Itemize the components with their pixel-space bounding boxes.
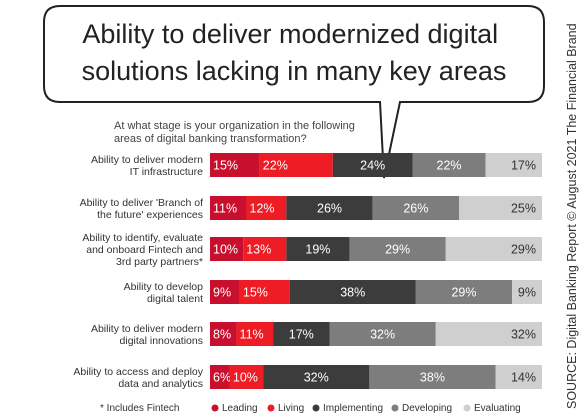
bar-segment-evaluating: [435, 322, 542, 346]
data-label: 17%: [289, 328, 314, 342]
data-label: 15%: [213, 159, 238, 173]
bar-segment-evaluating: [495, 365, 542, 389]
bar-segment-developing: [349, 237, 446, 261]
data-label: 12%: [250, 202, 275, 216]
bar-segment-living: [259, 153, 333, 177]
data-label: 29%: [511, 243, 536, 257]
legend-marker-living: [267, 404, 275, 412]
bar-segment-living: [243, 237, 287, 261]
chart-subtitle: At what stage is your organization in th…: [114, 120, 358, 145]
legend-label-implementing: Implementing: [323, 403, 383, 414]
data-label: 13%: [246, 243, 271, 257]
legend-label-living: Living: [278, 403, 304, 414]
data-label: 17%: [511, 159, 536, 173]
bar-segment-living: [239, 280, 290, 304]
data-label: 19%: [305, 243, 330, 257]
bar-segment-leading: [210, 365, 230, 389]
category-label: Ability to access and deploy data and ana…: [73, 366, 203, 390]
data-label: 26%: [317, 202, 342, 216]
category-label: Ability to develop digital talent: [124, 281, 204, 305]
data-label: 11%: [240, 328, 264, 342]
bar-segment-implementing: [289, 280, 416, 304]
data-label: 38%: [340, 286, 365, 300]
legend-marker-developing: [391, 404, 399, 412]
bar-segment-developing: [415, 280, 513, 304]
data-label: 6%: [213, 371, 231, 385]
category-label: Ability to deliver 'Branch of the future'…: [80, 197, 203, 221]
bar-segment-developing: [329, 322, 436, 346]
bar-segment-leading: [210, 322, 237, 346]
bar-segment-evaluating: [445, 237, 542, 261]
bar-segment-leading: [210, 196, 247, 220]
bar-segment-developing: [369, 365, 496, 389]
legend-marker-evaluating: [463, 404, 471, 412]
data-label: 38%: [420, 371, 445, 385]
legend-label-leading: Leading: [222, 403, 258, 414]
data-label: 22%: [263, 159, 288, 173]
data-label: 32%: [511, 328, 536, 342]
footnote: * Includes Fintech: [100, 403, 180, 414]
bar-segment-evaluating: [512, 280, 542, 304]
bar-segment-leading: [210, 237, 244, 261]
legend-marker-implementing: [312, 404, 320, 412]
data-label: 14%: [511, 371, 536, 385]
data-label: 32%: [304, 371, 329, 385]
bar-segment-developing: [412, 153, 486, 177]
data-label: 11%: [213, 202, 237, 216]
data-label: 9%: [518, 286, 536, 300]
data-label: 24%: [360, 159, 385, 173]
data-label: 26%: [403, 202, 428, 216]
data-label: 25%: [511, 202, 536, 216]
bar-segment-implementing: [273, 322, 330, 346]
legend-label-evaluating: Evaluating: [474, 403, 521, 414]
data-label: 9%: [213, 286, 231, 300]
category-label: Ability to deliver modern digital innovat…: [91, 323, 203, 347]
bar-segment-developing: [372, 196, 459, 220]
data-label: 29%: [451, 286, 476, 300]
category-label: Ability to identify, evaluate and onboard…: [82, 232, 203, 268]
data-label: 10%: [213, 243, 238, 257]
bar-segment-implementing: [286, 196, 373, 220]
data-label: 29%: [385, 243, 410, 257]
bar-segment-evaluating: [459, 196, 542, 220]
category-label: Ability to deliver modern IT infrastructu…: [91, 154, 203, 178]
legend-label-developing: Developing: [402, 403, 452, 414]
data-label: 8%: [213, 328, 231, 342]
bar-segment-implementing: [263, 365, 370, 389]
chart-title: Ability to deliver modernized digital so…: [82, 19, 507, 86]
data-label: 32%: [370, 328, 395, 342]
title-callout-bubble: [43, 5, 545, 179]
legend-marker-leading: [211, 404, 219, 412]
bar-segment-implementing: [286, 237, 350, 261]
bar-segment-living: [229, 365, 264, 389]
bar-segment-living: [246, 196, 287, 220]
bar-segment-leading: [210, 280, 240, 304]
data-label: 22%: [437, 159, 462, 173]
data-label: 15%: [243, 286, 268, 300]
data-label: 10%: [233, 371, 258, 385]
bar-segment-leading: [210, 153, 260, 177]
source-note: SOURCE: Digital Banking Report © August …: [565, 23, 579, 409]
bar-segment-living: [236, 322, 274, 346]
bar-segment-implementing: [332, 153, 413, 177]
bar-segment-evaluating: [485, 153, 542, 177]
